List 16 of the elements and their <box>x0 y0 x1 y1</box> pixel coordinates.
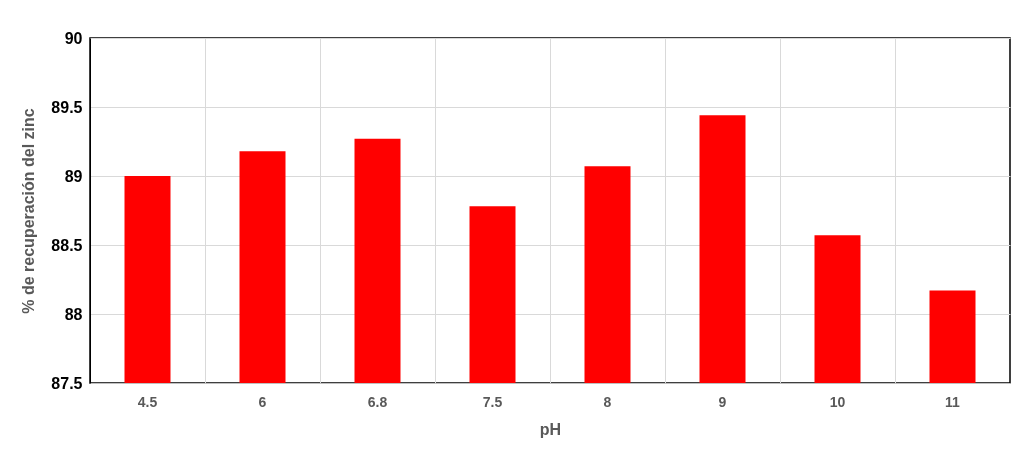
y-tick-label: 88.5 <box>51 236 83 254</box>
y-tick-label: 89.5 <box>51 98 83 116</box>
x-tick-label: 10 <box>829 393 846 410</box>
x-tick-label: 8 <box>603 393 612 410</box>
x-tick-label: 7.5 <box>482 393 503 410</box>
y-tick-label: 87.5 <box>51 374 83 392</box>
x-tick-label: 9 <box>718 393 727 410</box>
x-tick-label: 11 <box>945 393 961 410</box>
x-tick-label: 4.5 <box>137 393 158 410</box>
x-axis-title: pH <box>539 420 562 438</box>
y-tick-label: 88 <box>64 305 83 323</box>
x-tick-label: 6.8 <box>367 393 388 410</box>
y-axis-title: % de recuperación del zinc <box>20 108 38 314</box>
y-tick-label: 90 <box>64 29 83 47</box>
y-tick-label: 89 <box>64 167 83 185</box>
x-tick-label: 6 <box>258 393 267 410</box>
